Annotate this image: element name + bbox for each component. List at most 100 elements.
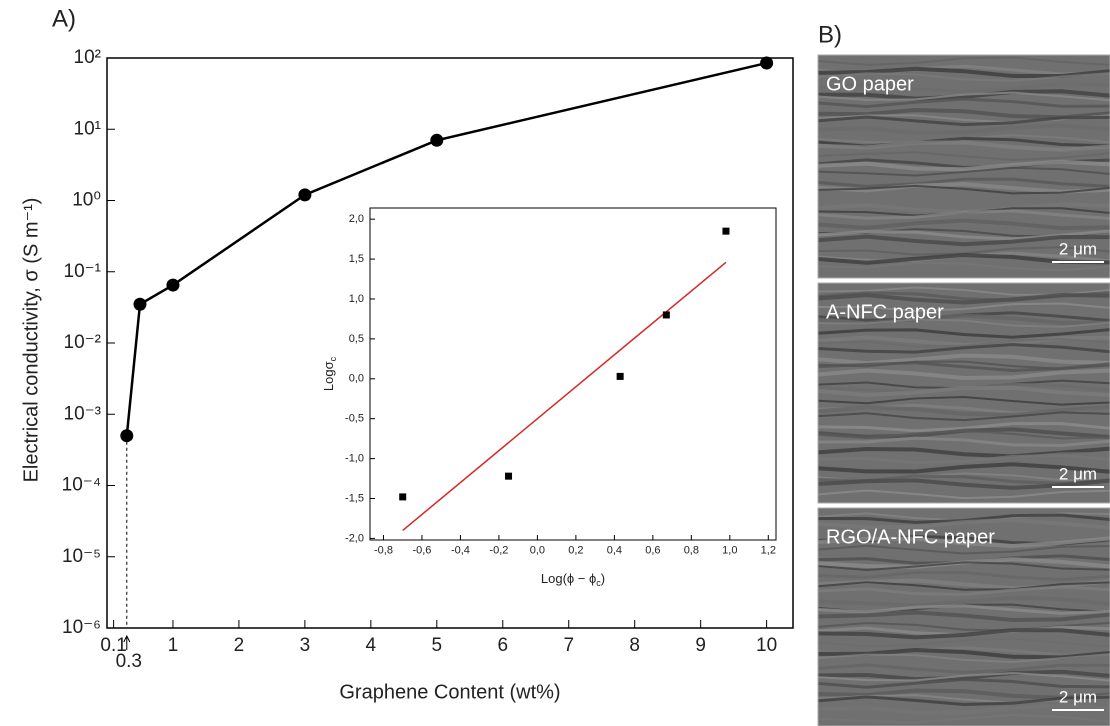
- x-tick-label: 9: [695, 635, 706, 656]
- image-texture: [817, 115, 1110, 127]
- x-tick-label: 1: [168, 635, 179, 656]
- y-tick-label: 2,0: [349, 213, 364, 225]
- inset-y-title: Logσc: [321, 356, 338, 391]
- image-texture: [817, 411, 1110, 422]
- image-texture: [817, 703, 1110, 715]
- plot-frame: [369, 207, 777, 541]
- image-texture: [817, 338, 1110, 348]
- x-tick-label: -0,6: [412, 544, 431, 556]
- image-texture: [817, 97, 1110, 109]
- image-texture: [817, 570, 1110, 582]
- image-texture: [817, 713, 1110, 724]
- image-texture: [817, 82, 1110, 94]
- y-tick-label: 10⁻³: [64, 403, 102, 424]
- image-texture: [817, 328, 1110, 339]
- label-sub: c: [328, 356, 338, 361]
- data-point: [616, 372, 624, 380]
- y-tick-label: -0,5: [345, 413, 364, 425]
- annotation: 0.3: [116, 651, 142, 672]
- y-tick-label: 10⁻⁶: [62, 617, 101, 638]
- image-texture: [817, 672, 1110, 682]
- sem-image: RGO/A-NFC paper 2 μm: [817, 507, 1110, 726]
- x-tick-label: 0.1: [100, 635, 126, 656]
- scale-bar-label: 2 μm: [1059, 239, 1097, 258]
- y-tick-label: 10⁻¹: [64, 261, 102, 282]
- y-tick-label: 10⁻⁴: [62, 475, 101, 496]
- data-point: [760, 56, 774, 70]
- image-texture: [817, 177, 1110, 188]
- panel-label: B): [818, 21, 842, 48]
- image-texture: [817, 561, 1110, 572]
- image-texture: [817, 585, 1110, 597]
- data-point: [166, 278, 180, 292]
- x-tick-label: 0,0: [530, 544, 545, 556]
- image-label: A-NFC paper: [826, 301, 944, 323]
- image-texture: [817, 159, 1110, 172]
- sem-image: GO paper 2 μm: [817, 54, 1110, 279]
- image-border: [817, 282, 1110, 504]
- series-line: [125, 61, 767, 436]
- x-tick-label: 4: [366, 635, 377, 656]
- label-sub: c: [596, 578, 601, 588]
- y-tick-label: 10²: [74, 47, 101, 68]
- image-texture: [817, 184, 1110, 195]
- x-tick-label: 1,0: [722, 544, 737, 556]
- image-texture: [817, 72, 1110, 82]
- x-tick-label: 0,4: [607, 544, 622, 556]
- image-texture: [817, 678, 1110, 689]
- label-part: Log(ϕ − ϕ: [541, 571, 596, 586]
- image-texture: [817, 637, 1110, 648]
- data-point: [722, 227, 730, 235]
- image-texture: [817, 89, 1110, 101]
- image-texture: [817, 628, 1110, 640]
- y-tick-label: -1,0: [345, 453, 364, 465]
- label-part: ): [601, 571, 605, 586]
- image-texture: [817, 610, 1110, 623]
- x-tick-label: -0,8: [374, 544, 393, 556]
- x-axis-title: Graphene Content (wt%): [339, 681, 560, 703]
- y-tick-label: 10⁰: [72, 190, 101, 211]
- y-tick-label: 1,5: [349, 253, 364, 265]
- data-point: [430, 133, 444, 147]
- label-part: Logσ: [321, 361, 336, 391]
- image-texture: [817, 209, 1110, 221]
- x-tick-label: 5: [432, 635, 443, 656]
- image-texture: [817, 140, 1110, 152]
- x-tick-label: 3: [300, 635, 311, 656]
- image-texture: [817, 361, 1110, 373]
- image-texture: [817, 422, 1110, 433]
- y-tick-label: -1,5: [345, 492, 364, 504]
- image-texture: [817, 234, 1110, 247]
- sem-image: A-NFC paper 2 μm: [817, 282, 1110, 504]
- panel-label: A): [52, 5, 76, 32]
- x-tick-label: 6: [497, 635, 508, 656]
- y-tick-label: -2,0: [345, 532, 364, 544]
- x-tick-label: 2: [234, 635, 245, 656]
- y-tick-label: 1,0: [349, 293, 364, 305]
- x-tick-label: 8: [629, 635, 640, 656]
- data-point: [505, 472, 513, 480]
- image-texture: [817, 318, 1110, 328]
- image-texture: [817, 453, 1110, 465]
- fit-line: [402, 261, 727, 532]
- image-texture: [817, 292, 1110, 305]
- y-tick-label: 10⁻²: [64, 332, 102, 353]
- x-tick-label: 0,6: [645, 544, 660, 556]
- data-point: [298, 188, 312, 202]
- image-texture: [817, 192, 1110, 203]
- image-texture: [817, 581, 1110, 591]
- y-tick-label: 0,0: [349, 373, 364, 385]
- image-border: [817, 54, 1110, 279]
- inset-background: [370, 208, 776, 540]
- image-texture: [817, 368, 1110, 380]
- data-point: [662, 311, 670, 319]
- image-texture: [817, 385, 1110, 397]
- image-border: [817, 507, 1110, 726]
- image-texture: [817, 478, 1110, 490]
- x-tick-label: 1,2: [761, 544, 776, 556]
- x-tick-label: -0,2: [489, 544, 508, 556]
- image-texture: [817, 91, 1110, 102]
- image-texture: [817, 544, 1110, 555]
- image-texture: [817, 261, 1110, 272]
